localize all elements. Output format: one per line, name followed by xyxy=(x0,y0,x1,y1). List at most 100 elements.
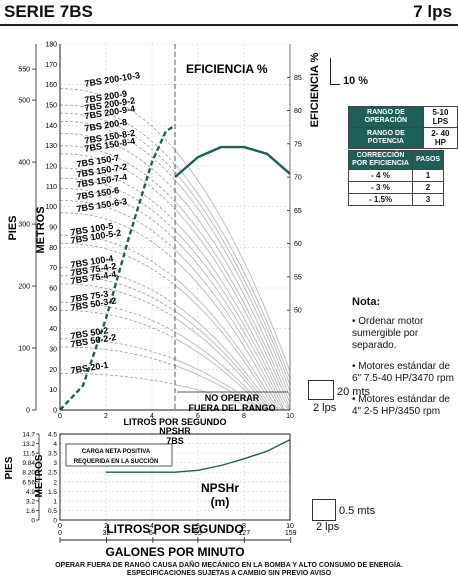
pies-tick-label: 400 xyxy=(18,160,30,167)
npsh-frame xyxy=(59,433,291,521)
head-curve xyxy=(174,172,290,386)
rango-potencia-value: 2- 40 HP xyxy=(422,127,458,149)
head-curve-dashed xyxy=(60,212,176,261)
pies-label: PIES xyxy=(7,215,19,240)
eff-tick-label: 50 xyxy=(294,308,302,315)
npsh-axes: 0 2 4 6 8 1000.511.522.533.544.501.63.24.96.5… xyxy=(22,432,297,543)
x-tick-label: 0 xyxy=(58,413,62,420)
metros-tick-label: 100 xyxy=(45,204,57,211)
correction-row: - 3 % xyxy=(348,181,413,194)
npsh-pies-tick-label: 4.9 xyxy=(26,489,35,496)
metros-tick-label: 60 xyxy=(49,286,57,293)
npsh-x-tick-label: 4 xyxy=(150,523,154,530)
npshr-title: NPSHR xyxy=(159,426,191,436)
gpm-tick-label: 0 xyxy=(58,530,62,537)
npsh-pies-tick-label: 6.56 xyxy=(22,479,35,486)
main-axes: 0 2 4 6 8 10010203040506070809010011012013014… xyxy=(18,42,302,421)
head-curve xyxy=(174,338,290,410)
head-curve xyxy=(174,201,290,404)
eff-tick-label: 80 xyxy=(294,108,302,115)
npsh-pies-tick-label: 1.6 xyxy=(26,508,35,515)
metros-tick-label: 10 xyxy=(49,387,57,394)
footer-line1: OPERAR FUERA DE RANGO CAUSA DAÑO MECÁNIC… xyxy=(55,562,403,569)
npsh-line xyxy=(106,439,290,473)
pies-tick-label: 550 xyxy=(18,67,30,74)
metros-tick-label: 120 xyxy=(45,164,57,171)
x-axis-title-lps: LITROS POR SEGUNDO xyxy=(106,522,243,536)
npsh-pies-tick-label: 3.2 xyxy=(26,498,35,505)
correction-row: - 4 % xyxy=(348,169,413,182)
metros-tick-label: 170 xyxy=(45,62,57,69)
note-item: • Ordenar motor sumergible por separado. xyxy=(352,316,424,351)
carga-neta-1: CARGA NETA POSITIVA xyxy=(82,449,151,455)
head-curve-dashed xyxy=(60,242,176,286)
eficiencia-axis-label: EFICIENCIA % xyxy=(309,52,321,127)
rango-operacion-value: 5-10 LPS xyxy=(422,106,458,128)
head-curve xyxy=(174,179,290,392)
head-curve xyxy=(174,230,290,410)
x-tick-label: 6 xyxy=(196,413,200,420)
npsh-pies-tick-label: 0 xyxy=(31,518,35,525)
eff-tick-label: 85 xyxy=(294,75,302,82)
eff-tick-label: 60 xyxy=(294,241,302,248)
eficiencia-label: EFICIENCIA % xyxy=(186,62,268,76)
carga-neta-box xyxy=(65,443,173,467)
metros-tick-label: 40 xyxy=(49,326,57,333)
npsh-metros-tick-label: 2.5 xyxy=(48,470,57,477)
x-tick-label: 4 xyxy=(150,413,154,420)
pies-tick-label: 500 xyxy=(18,98,30,105)
eff-tick-label: 55 xyxy=(294,274,302,281)
npsh-pies-tick-label: 14.7 xyxy=(22,432,35,439)
model-label: 7BS 200-10-3 xyxy=(84,70,141,89)
head-curve xyxy=(174,384,290,410)
operating-range-table: RANGO DE OPERACIÓN 5-10 LPS RANGO DE POTE… xyxy=(348,106,458,149)
head-curve-dashed xyxy=(60,153,176,210)
pies-tick-label: 300 xyxy=(18,222,30,229)
npsh-curve xyxy=(106,439,290,473)
head-curve xyxy=(174,208,290,409)
npsh-metros-tick-label: 4 xyxy=(53,441,57,448)
metros-tick-label: 180 xyxy=(45,42,57,49)
npsh-x-tick-label: 2 xyxy=(104,523,108,530)
npsh-pies-tick-label: 13.2 xyxy=(22,441,35,448)
head-curve xyxy=(174,149,290,372)
carga-neta-2: REQUERIDA EN LA SUCCIÓN xyxy=(74,457,159,465)
head-curve-dashed xyxy=(60,310,176,339)
bep-line xyxy=(59,124,176,411)
head-curve xyxy=(174,358,290,410)
metros-tick-label: 140 xyxy=(45,123,57,130)
head-curve-dashed xyxy=(60,373,176,385)
npsh-pies-tick-label: 11.5 xyxy=(23,451,36,458)
head-curves xyxy=(60,88,290,410)
no-operar-line2: FUERA DEL RANGO xyxy=(188,403,275,413)
head-scale-lps: 2 lps xyxy=(313,402,337,414)
metros-tick-label: 80 xyxy=(49,245,57,252)
note-item: • Motores estándar de 4" 2-5 HP/3450 rpm xyxy=(352,394,450,417)
head-curve xyxy=(174,317,290,410)
correction-steps: 3 xyxy=(412,193,444,206)
x-axis-title-main: LITROS POR SEGUNDO xyxy=(123,417,226,427)
npsh-scale-mts: 0.5 mts xyxy=(339,505,376,517)
note-item: • Motores estándar de 6" 7.5-40 HP/3470 … xyxy=(352,361,454,384)
npsh-scale-box xyxy=(312,499,336,521)
gpm-tick-label: 95 xyxy=(194,530,202,537)
x-tick-label: 10 xyxy=(286,413,294,420)
efficiency-scale-box xyxy=(330,58,340,85)
head-curve xyxy=(174,164,290,379)
head-curve-dashed xyxy=(60,120,176,181)
metros-label: METROS xyxy=(35,206,47,253)
npsh-metros-tick-label: 0.5 xyxy=(48,508,57,515)
gpm-tick-label: 127 xyxy=(238,530,250,537)
npsh-x-tick-label: 8 xyxy=(242,523,246,530)
npsh-metros-tick-label: 0 xyxy=(53,518,57,525)
correction-steps: 2 xyxy=(412,181,444,194)
npshr-model: 7BS xyxy=(166,436,184,446)
x-tick-label: 2 xyxy=(104,413,108,420)
head-curve-dashed xyxy=(60,112,176,173)
eff-tick-label: 65 xyxy=(294,208,302,215)
npshr-label: NPSHr xyxy=(201,481,239,495)
metros-tick-label: 0 xyxy=(53,408,57,415)
head-curve xyxy=(174,365,290,410)
